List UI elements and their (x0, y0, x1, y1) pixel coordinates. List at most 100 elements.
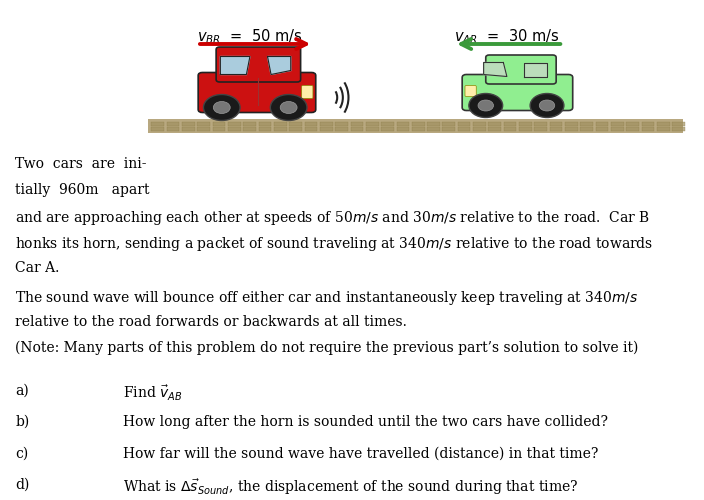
Circle shape (213, 102, 230, 114)
Text: c): c) (15, 446, 29, 460)
FancyBboxPatch shape (167, 122, 180, 126)
FancyBboxPatch shape (274, 122, 287, 126)
FancyBboxPatch shape (534, 122, 547, 126)
FancyBboxPatch shape (504, 122, 517, 126)
FancyBboxPatch shape (366, 122, 379, 126)
Polygon shape (484, 62, 507, 76)
FancyBboxPatch shape (489, 122, 501, 126)
FancyBboxPatch shape (320, 122, 332, 126)
Polygon shape (268, 56, 291, 74)
FancyBboxPatch shape (580, 122, 593, 126)
FancyBboxPatch shape (627, 127, 639, 131)
FancyBboxPatch shape (489, 127, 501, 131)
FancyBboxPatch shape (151, 127, 164, 131)
FancyBboxPatch shape (301, 86, 313, 98)
FancyBboxPatch shape (443, 122, 455, 126)
FancyBboxPatch shape (197, 127, 210, 131)
FancyBboxPatch shape (486, 55, 556, 84)
FancyBboxPatch shape (396, 127, 409, 131)
FancyBboxPatch shape (335, 122, 348, 126)
Text: a): a) (15, 384, 30, 398)
FancyBboxPatch shape (351, 127, 363, 131)
Polygon shape (524, 62, 547, 76)
Text: Find $\vec{v}_{AB}$: Find $\vec{v}_{AB}$ (123, 384, 182, 402)
FancyBboxPatch shape (550, 122, 562, 126)
FancyBboxPatch shape (458, 122, 470, 126)
FancyBboxPatch shape (519, 127, 532, 131)
FancyBboxPatch shape (244, 122, 256, 126)
Circle shape (539, 100, 555, 111)
Text: relative to the road forwards or backwards at all times.: relative to the road forwards or backwar… (15, 314, 408, 328)
FancyBboxPatch shape (672, 122, 685, 126)
FancyBboxPatch shape (627, 122, 639, 126)
FancyBboxPatch shape (657, 122, 670, 126)
Text: d): d) (15, 478, 30, 492)
FancyBboxPatch shape (335, 127, 348, 131)
FancyBboxPatch shape (473, 127, 486, 131)
FancyBboxPatch shape (580, 127, 593, 131)
FancyBboxPatch shape (427, 127, 440, 131)
FancyBboxPatch shape (443, 127, 455, 131)
FancyBboxPatch shape (351, 122, 363, 126)
FancyBboxPatch shape (641, 122, 654, 126)
FancyBboxPatch shape (213, 127, 225, 131)
FancyBboxPatch shape (216, 47, 301, 82)
Text: $v_{AR}$  =  30 m/s: $v_{AR}$ = 30 m/s (454, 28, 560, 46)
FancyBboxPatch shape (381, 127, 394, 131)
Text: honks its horn, sending a packet of sound traveling at 340$m/s$ relative to the : honks its horn, sending a packet of soun… (15, 235, 654, 253)
FancyBboxPatch shape (320, 127, 332, 131)
FancyBboxPatch shape (151, 122, 164, 126)
Text: b): b) (15, 415, 30, 429)
FancyBboxPatch shape (550, 127, 562, 131)
FancyBboxPatch shape (657, 127, 670, 131)
Polygon shape (220, 56, 250, 74)
FancyBboxPatch shape (519, 122, 532, 126)
FancyBboxPatch shape (641, 127, 654, 131)
FancyBboxPatch shape (473, 122, 486, 126)
FancyBboxPatch shape (465, 86, 476, 96)
FancyBboxPatch shape (305, 122, 318, 126)
FancyBboxPatch shape (228, 122, 241, 126)
Text: How long after the horn is sounded until the two cars have collided?: How long after the horn is sounded until… (123, 415, 608, 429)
FancyBboxPatch shape (596, 122, 608, 126)
Circle shape (530, 94, 564, 118)
FancyBboxPatch shape (274, 127, 287, 131)
FancyBboxPatch shape (412, 127, 425, 131)
FancyBboxPatch shape (565, 122, 578, 126)
FancyBboxPatch shape (182, 122, 195, 126)
Circle shape (280, 102, 297, 114)
Text: How far will the sound wave have travelled (distance) in that time?: How far will the sound wave have travell… (123, 446, 598, 460)
FancyBboxPatch shape (611, 127, 624, 131)
FancyBboxPatch shape (565, 127, 578, 131)
Circle shape (469, 94, 503, 118)
FancyBboxPatch shape (182, 127, 195, 131)
FancyBboxPatch shape (258, 122, 271, 126)
Circle shape (270, 94, 307, 120)
Text: What is $\Delta \vec{s}_{Sound}$, the displacement of the sound during that time: What is $\Delta \vec{s}_{Sound}$, the di… (123, 478, 579, 498)
FancyBboxPatch shape (672, 127, 685, 131)
FancyBboxPatch shape (148, 118, 683, 132)
Text: The sound wave will bounce off either car and instantaneously keep traveling at : The sound wave will bounce off either ca… (15, 288, 639, 306)
FancyBboxPatch shape (504, 127, 517, 131)
FancyBboxPatch shape (458, 127, 470, 131)
Text: Two  cars  are  ini-: Two cars are ini- (15, 158, 147, 172)
Text: and are approaching each other at speeds of 50$m/s$ and 30$m/s$ relative to the : and are approaching each other at speeds… (15, 209, 650, 227)
Text: (Note: Many parts of this problem do not require the previous part’s solution to: (Note: Many parts of this problem do not… (15, 341, 639, 355)
FancyBboxPatch shape (611, 122, 624, 126)
FancyBboxPatch shape (197, 122, 210, 126)
FancyBboxPatch shape (289, 127, 302, 131)
FancyBboxPatch shape (258, 127, 271, 131)
FancyBboxPatch shape (396, 122, 409, 126)
FancyBboxPatch shape (412, 122, 425, 126)
FancyBboxPatch shape (427, 122, 440, 126)
FancyBboxPatch shape (366, 127, 379, 131)
FancyBboxPatch shape (228, 127, 241, 131)
Circle shape (203, 94, 240, 120)
FancyBboxPatch shape (199, 72, 316, 112)
FancyBboxPatch shape (244, 127, 256, 131)
FancyBboxPatch shape (305, 127, 318, 131)
Text: $v_{BR}$  =  50 m/s: $v_{BR}$ = 50 m/s (197, 28, 303, 46)
FancyBboxPatch shape (596, 127, 608, 131)
FancyBboxPatch shape (381, 122, 394, 126)
FancyBboxPatch shape (534, 127, 547, 131)
